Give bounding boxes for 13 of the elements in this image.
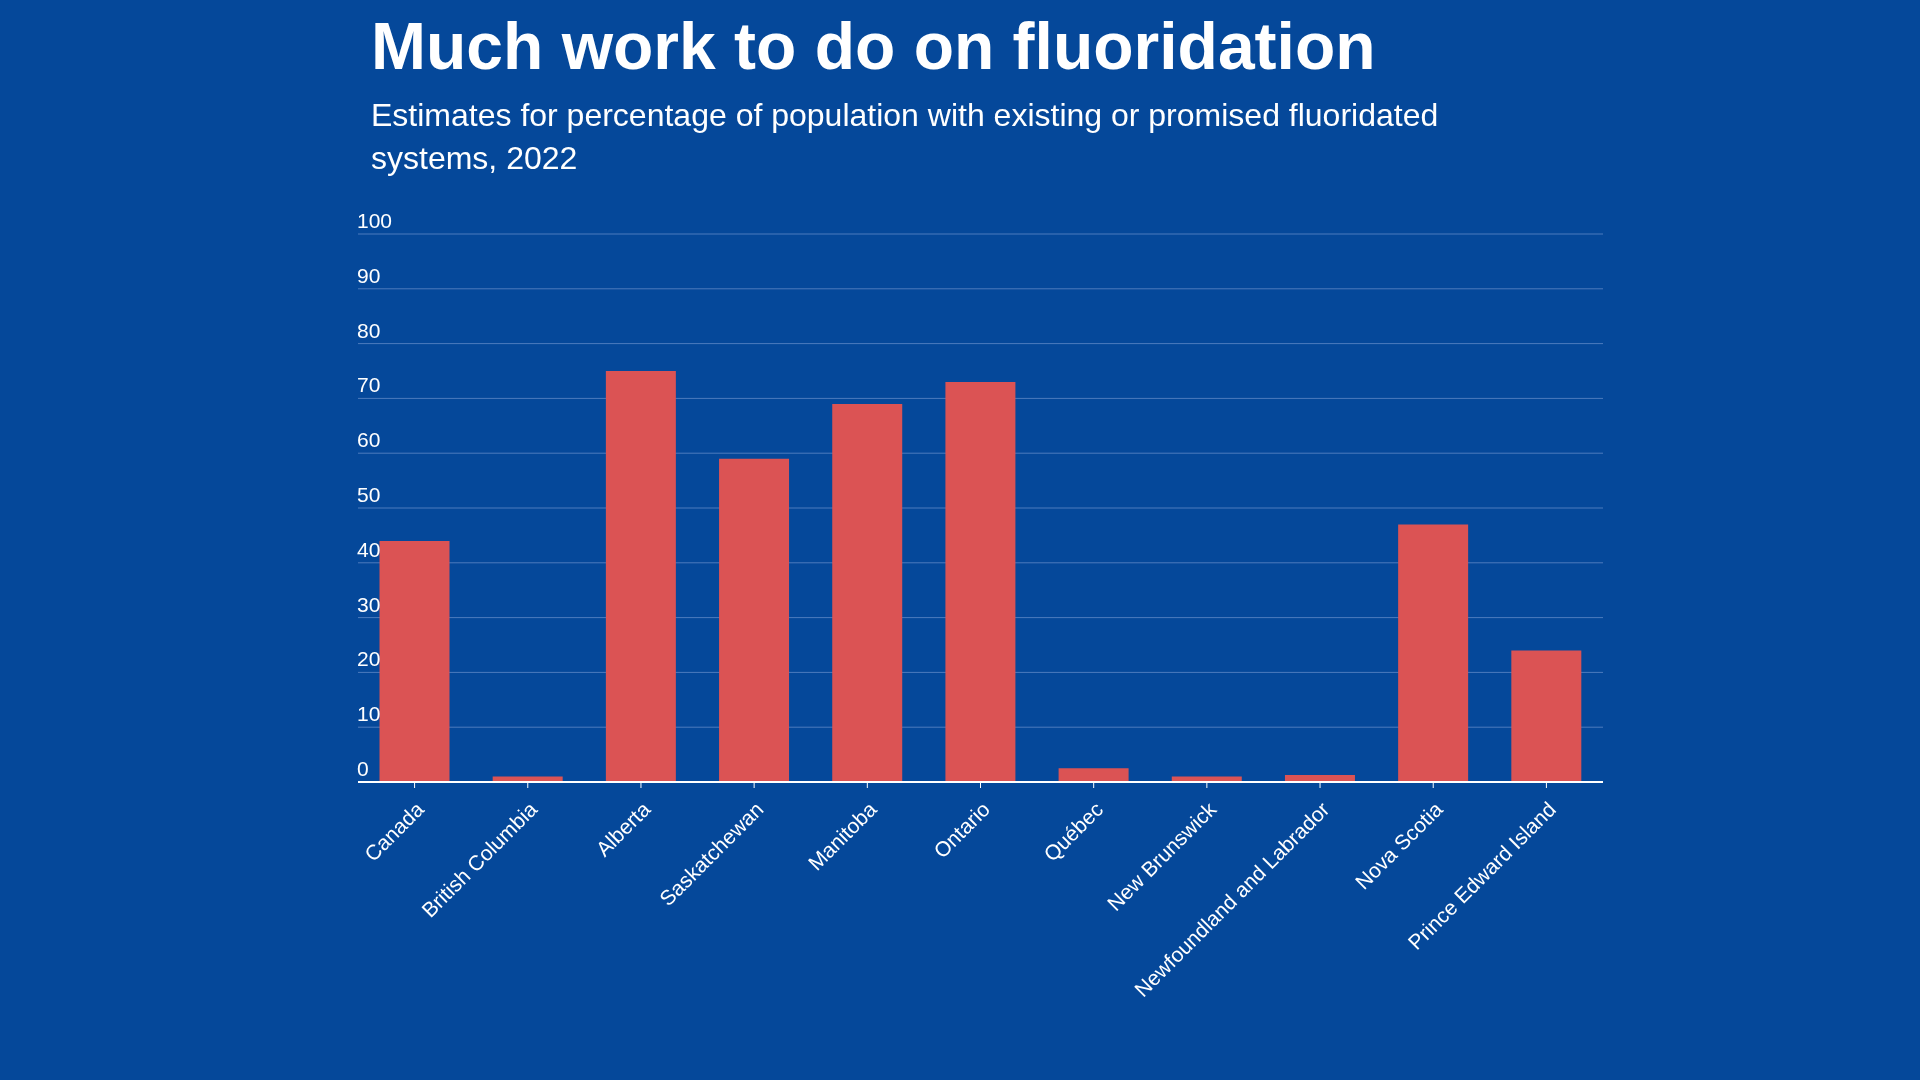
y-tick-label: 70 xyxy=(357,373,381,397)
chart-title: Much work to do on fluoridation xyxy=(371,8,1376,84)
y-tick-label: 100 xyxy=(357,209,393,232)
y-tick-label: 0 xyxy=(357,757,369,780)
y-tick-label: 50 xyxy=(357,483,381,506)
y-tick-label: 30 xyxy=(357,592,381,616)
chart-subtitle: Estimates for percentage of population with existing or promised fluoridated systems, 2022 xyxy=(371,96,1440,178)
y-tick-label: 80 xyxy=(357,318,381,342)
y-tick-label: 40 xyxy=(357,537,381,561)
y-tick-label: 20 xyxy=(357,647,381,671)
y-tick-label: 90 xyxy=(357,263,381,287)
y-tick-label: 10 xyxy=(357,702,381,726)
y-tick-label: 60 xyxy=(357,428,381,452)
